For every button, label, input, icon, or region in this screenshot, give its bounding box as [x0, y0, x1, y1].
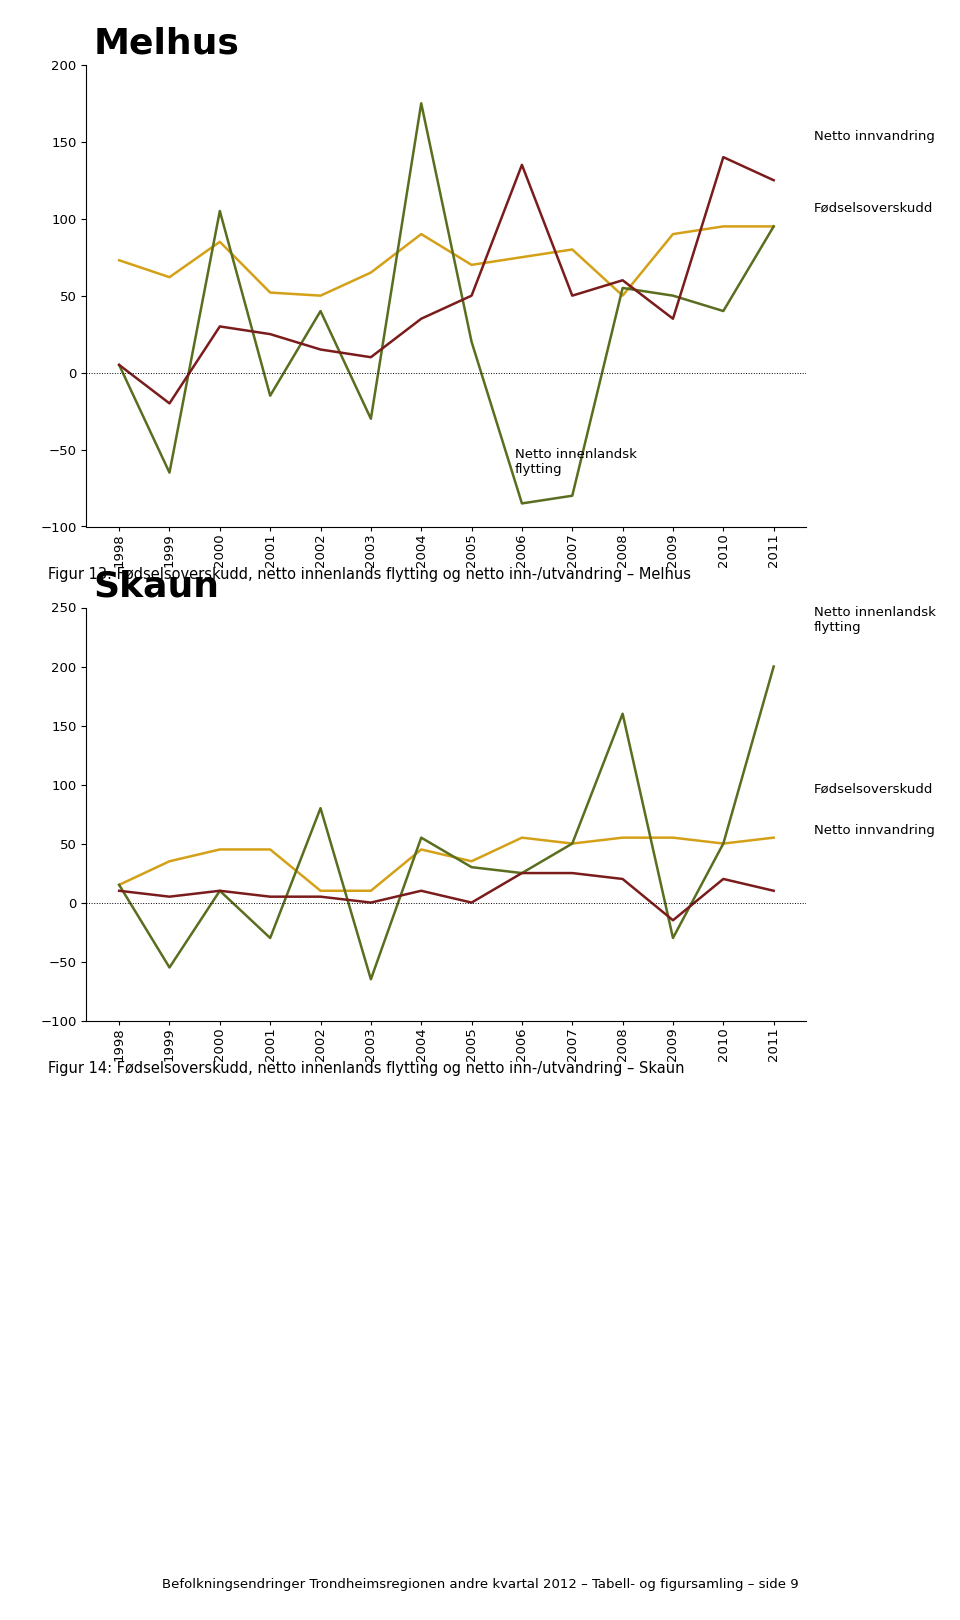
Text: Figur 14: Fødselsoverskudd, netto innenlands flytting og netto inn-/utvandring –: Figur 14: Fødselsoverskudd, netto innenl… — [48, 1061, 684, 1076]
Text: Netto innenlandsk
flytting: Netto innenlandsk flytting — [814, 606, 935, 633]
Text: Figur 13: Fødselsoverskudd, netto innenlands flytting og netto inn-/utvandring –: Figur 13: Fødselsoverskudd, netto innenl… — [48, 567, 691, 582]
Text: Netto innvandring: Netto innvandring — [814, 825, 934, 838]
Text: Fødselsoverskudd: Fødselsoverskudd — [814, 782, 933, 795]
Text: Skaun: Skaun — [93, 569, 220, 603]
Text: Netto innvandring: Netto innvandring — [814, 130, 934, 143]
Text: Befolkningsendringer Trondheimsregionen andre kvartal 2012 – Tabell- og figursam: Befolkningsendringer Trondheimsregionen … — [161, 1578, 799, 1591]
Text: Netto innenlandsk
flytting: Netto innenlandsk flytting — [515, 447, 636, 476]
Text: Melhus: Melhus — [93, 26, 239, 60]
Text: Fødselsoverskudd: Fødselsoverskudd — [814, 201, 933, 214]
